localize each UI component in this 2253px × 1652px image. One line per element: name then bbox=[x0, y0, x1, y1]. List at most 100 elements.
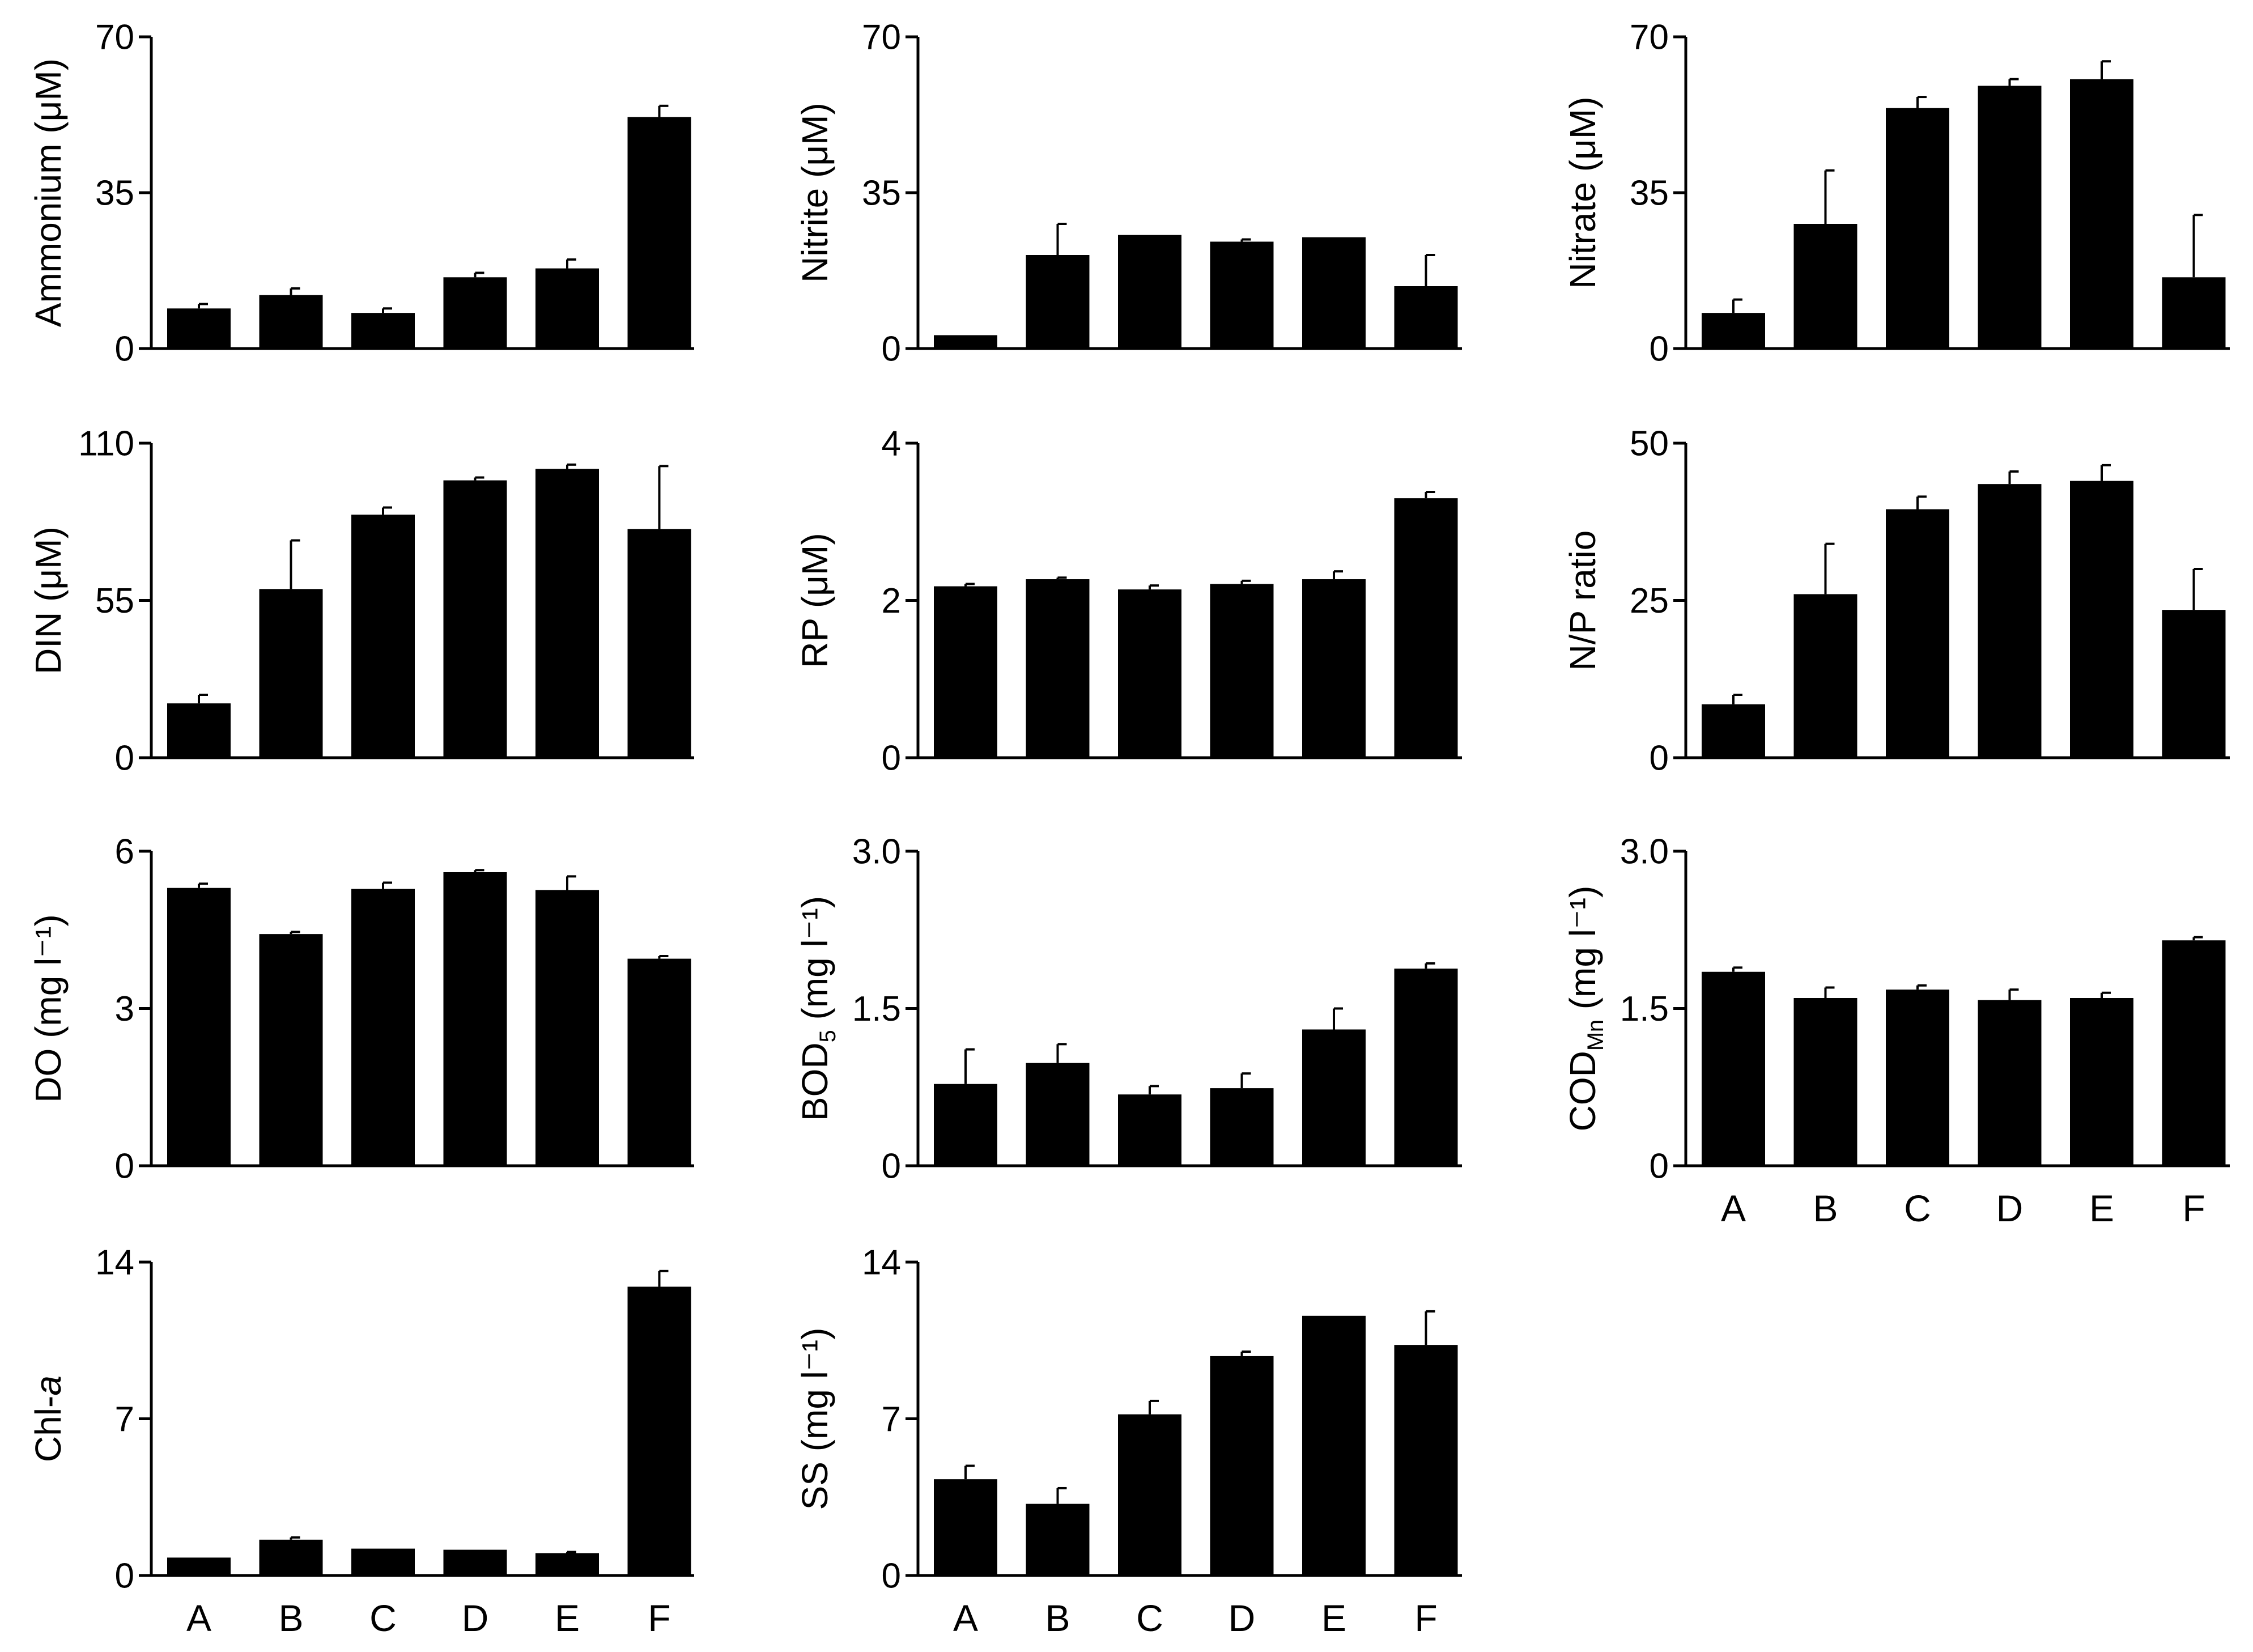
x-tick-label: F bbox=[2182, 1187, 2205, 1229]
bar-B bbox=[1793, 224, 1857, 349]
y-axis-label: RP (μM) bbox=[794, 533, 835, 668]
x-tick-label: D bbox=[1996, 1187, 2024, 1229]
y-tick-label: 6 bbox=[115, 833, 134, 872]
chart-panel-codmn: 0 1.5 3.0 CODMn (mg l⁻¹) A B C D E F bbox=[1562, 833, 2230, 1229]
chart-panel-din: 0 55 110 DIN (μM) bbox=[28, 424, 694, 778]
bar-A bbox=[934, 335, 997, 349]
bar-B bbox=[1793, 998, 1857, 1166]
bar-C bbox=[1886, 509, 1949, 758]
y-axis-label-subscript: Mn bbox=[1583, 1020, 1608, 1051]
y-tick-label: 14 bbox=[95, 1243, 134, 1282]
y-axis-label-italic: a bbox=[28, 1375, 69, 1396]
x-tick-label: B bbox=[278, 1597, 303, 1639]
y-axis-label-main: Nitrite (μM) bbox=[794, 103, 835, 283]
x-tick-label: D bbox=[1228, 1597, 1256, 1639]
bar-A bbox=[167, 887, 231, 1166]
chart-panel-np_ratio: 0 25 50 N/P ratio bbox=[1562, 424, 2230, 778]
y-tick-label: 0 bbox=[1650, 739, 1669, 778]
bar-A bbox=[167, 308, 231, 349]
x-tick-label: B bbox=[1045, 1597, 1070, 1639]
y-axis-label: Ammonium (μM) bbox=[28, 58, 69, 327]
y-axis-label: Nitrate (μM) bbox=[1562, 96, 1603, 288]
bar-C bbox=[1118, 1414, 1181, 1575]
bar-D bbox=[443, 480, 507, 758]
x-tick-label: B bbox=[1813, 1187, 1838, 1229]
bar-C bbox=[351, 1548, 415, 1575]
bar-B bbox=[259, 589, 323, 758]
bar-F bbox=[2162, 277, 2226, 349]
y-tick-label: 0 bbox=[1650, 330, 1669, 369]
y-axis-label-subscript: 5 bbox=[815, 1030, 840, 1042]
bar-A bbox=[934, 1479, 997, 1575]
bar-A bbox=[1702, 313, 1765, 349]
y-axis-label-main: Nitrate (μM) bbox=[1562, 96, 1603, 288]
y-axis-label: DIN (μM) bbox=[28, 526, 69, 674]
y-tick-label: 70 bbox=[1630, 18, 1669, 57]
bar-A bbox=[167, 703, 231, 758]
y-tick-label: 0 bbox=[1650, 1147, 1669, 1186]
bar-D bbox=[1210, 1088, 1274, 1166]
bar-E bbox=[1302, 579, 1366, 758]
y-tick-label: 70 bbox=[862, 18, 901, 57]
bar-E bbox=[535, 1553, 599, 1575]
y-tick-label: 3.0 bbox=[1620, 833, 1669, 872]
y-tick-label: 0 bbox=[115, 330, 134, 369]
bar-F bbox=[2162, 940, 2226, 1166]
bar-C bbox=[351, 889, 415, 1166]
bar-C bbox=[1118, 1094, 1181, 1166]
bar-C bbox=[351, 313, 415, 349]
y-axis-label-suffix: (mg l⁻¹) bbox=[794, 896, 835, 1030]
bar-E bbox=[2070, 79, 2133, 349]
bar-D bbox=[1978, 484, 2042, 758]
y-tick-label: 110 bbox=[78, 424, 134, 464]
bar-B bbox=[1026, 1504, 1090, 1575]
chart-panel-ammonium: 0 35 70 Ammonium (μM) bbox=[28, 18, 694, 369]
bar-C bbox=[1118, 589, 1181, 758]
bar-B bbox=[1026, 579, 1090, 758]
bar-B bbox=[259, 295, 323, 349]
y-tick-label: 0 bbox=[882, 1147, 901, 1186]
bar-A bbox=[1702, 971, 1765, 1166]
bar-D bbox=[443, 277, 507, 349]
y-axis-label: Chl-a bbox=[28, 1375, 69, 1462]
bar-C bbox=[351, 515, 415, 758]
y-tick-label: 7 bbox=[882, 1400, 901, 1439]
chart-panel-nitrate: 0 35 70 Nitrate (μM) bbox=[1562, 18, 2230, 369]
bar-D bbox=[1210, 1356, 1274, 1575]
x-tick-label: C bbox=[1904, 1187, 1931, 1229]
bar-A bbox=[167, 1557, 231, 1575]
y-tick-label: 3 bbox=[115, 989, 134, 1029]
x-tick-label: F bbox=[648, 1597, 670, 1639]
bar-E bbox=[535, 268, 599, 349]
y-axis-label: Nitrite (μM) bbox=[794, 103, 835, 283]
y-axis-label-suffix: (mg l⁻¹) bbox=[1562, 886, 1603, 1020]
y-axis-label: N/P ratio bbox=[1562, 530, 1603, 671]
bar-B bbox=[1793, 594, 1857, 758]
bar-D bbox=[1210, 241, 1274, 349]
y-axis-label: DO (mg l⁻¹) bbox=[28, 914, 69, 1102]
x-tick-label: E bbox=[2089, 1187, 2114, 1229]
bar-D bbox=[1978, 86, 2042, 349]
bar-F bbox=[627, 958, 691, 1166]
bar-E bbox=[2070, 481, 2133, 758]
bar-E bbox=[1302, 237, 1366, 349]
y-tick-label: 1.5 bbox=[852, 989, 901, 1029]
x-tick-label: A bbox=[1721, 1187, 1746, 1229]
chart-panel-ss: 0 7 14 SS (mg l⁻¹) A B C D E F bbox=[794, 1243, 1462, 1639]
bar-C bbox=[1886, 108, 1949, 349]
x-tick-label: A bbox=[953, 1597, 978, 1639]
y-tick-label: 0 bbox=[115, 739, 134, 778]
chart-panel-nitrite: 0 35 70 Nitrite (μM) bbox=[794, 18, 1462, 369]
bar-A bbox=[934, 586, 997, 758]
y-tick-label: 4 bbox=[882, 424, 901, 464]
bar-A bbox=[1702, 704, 1765, 758]
chart-panel-chla: 0 7 14 Chl-a A B C D E F bbox=[28, 1243, 694, 1639]
y-axis-label: SS (mg l⁻¹) bbox=[794, 1328, 835, 1510]
y-tick-label: 35 bbox=[95, 174, 134, 213]
bar-D bbox=[1978, 1000, 2042, 1166]
bar-A bbox=[934, 1084, 997, 1166]
x-tick-label: C bbox=[1136, 1597, 1163, 1639]
y-axis-label-main: DIN (μM) bbox=[28, 526, 69, 674]
y-axis-label-main: Ammonium (μM) bbox=[28, 58, 69, 327]
x-tick-label: F bbox=[1414, 1597, 1437, 1639]
